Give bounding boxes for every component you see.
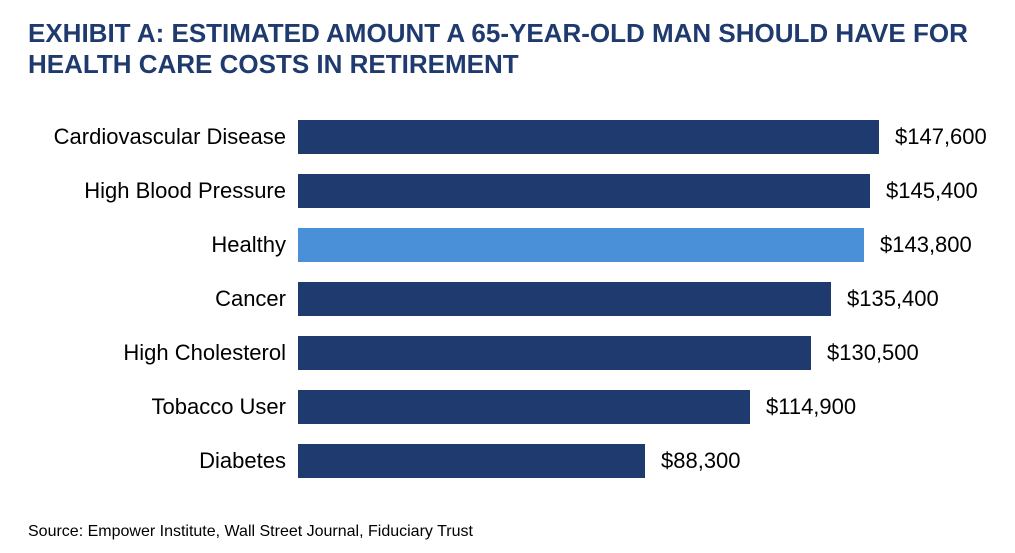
bar-row: High Cholesterol $130,500 [28,329,987,377]
bar-track: $130,500 [298,336,987,370]
bar [298,390,750,424]
source-text: Empower Institute, Wall Street Journal, … [88,523,473,540]
value-label: $135,400 [847,286,939,312]
bar [298,444,645,478]
category-label: High Cholesterol [28,340,298,366]
source-label: Source: [28,523,88,540]
bar [298,282,831,316]
category-label: Healthy [28,232,298,258]
category-label: Tobacco User [28,394,298,420]
category-label: Diabetes [28,448,298,474]
category-label: Cardiovascular Disease [28,124,298,150]
bar-track: $147,600 [298,120,987,154]
bar-row: Diabetes $88,300 [28,437,987,485]
bar-track: $114,900 [298,390,987,424]
value-label: $130,500 [827,340,919,366]
bar-row: Tobacco User $114,900 [28,383,987,431]
bar-track: $145,400 [298,174,987,208]
bar-track: $135,400 [298,282,987,316]
bar [298,336,811,370]
bar-row: Cardiovascular Disease $147,600 [28,113,987,161]
category-label: Cancer [28,286,298,312]
value-label: $145,400 [886,178,978,204]
chart-title: EXHIBIT A: ESTIMATED AMOUNT A 65-YEAR-OL… [28,18,987,79]
bar-track: $88,300 [298,444,987,478]
value-label: $143,800 [880,232,972,258]
page: EXHIBIT A: ESTIMATED AMOUNT A 65-YEAR-OL… [0,0,1015,553]
value-label: $114,900 [766,394,856,420]
source-line: Source: Empower Institute, Wall Street J… [28,523,987,541]
value-label: $147,600 [895,124,987,150]
bar [298,120,879,154]
bar [298,228,864,262]
bar-chart: Cardiovascular Disease $147,600 High Blo… [28,113,987,499]
value-label: $88,300 [661,448,741,474]
category-label: High Blood Pressure [28,178,298,204]
bar-row: Healthy $143,800 [28,221,987,269]
bar [298,174,870,208]
bar-row: Cancer $135,400 [28,275,987,323]
bar-track: $143,800 [298,228,987,262]
bar-row: High Blood Pressure $145,400 [28,167,987,215]
